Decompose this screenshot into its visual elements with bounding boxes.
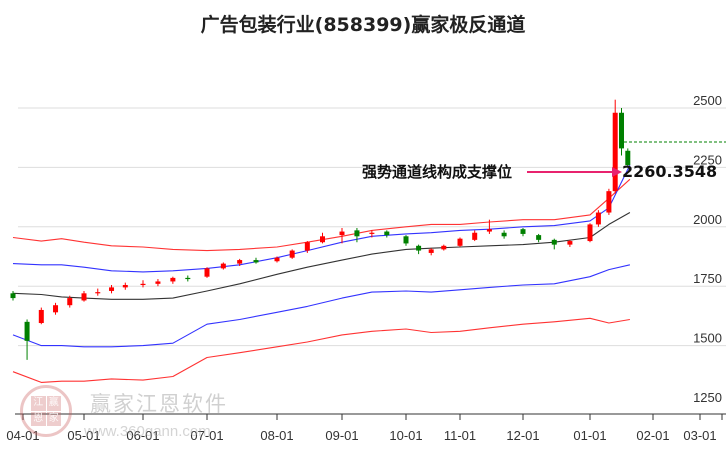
candle <box>24 321 30 341</box>
y-tick-label: 1750 <box>693 271 722 286</box>
candle <box>612 112 618 192</box>
candle <box>551 239 557 245</box>
candle <box>384 231 390 236</box>
x-tick-label: 10-01 <box>389 428 422 443</box>
candle <box>619 112 624 149</box>
candle <box>155 281 161 284</box>
y-axis: 2500 2250 2000 1750 1500 1250 <box>693 93 722 405</box>
candle <box>53 305 59 313</box>
watermark-logo-char: 江 <box>31 396 46 411</box>
channel-lines <box>12 164 631 383</box>
candle <box>501 232 507 237</box>
channel-line <box>12 264 631 348</box>
y-tick-label: 2500 <box>693 93 722 108</box>
candle <box>486 229 492 232</box>
candle <box>354 230 360 237</box>
watermark-logo-char: 赢 <box>46 396 61 411</box>
candle <box>304 242 310 251</box>
candle <box>403 236 409 244</box>
candle <box>416 245 422 251</box>
candle <box>109 287 115 291</box>
candle <box>95 292 101 294</box>
watermark-logo-char: 家 <box>46 411 61 426</box>
candle <box>567 241 573 245</box>
y-tick-label: 1250 <box>693 390 722 405</box>
candle <box>170 277 176 282</box>
x-tick-label: 11-01 <box>444 428 476 443</box>
candle <box>339 231 345 236</box>
candle <box>237 260 243 264</box>
candle <box>289 250 295 258</box>
candle <box>369 232 375 234</box>
annotation-text: 强势通道线构成支撑位 <box>362 163 513 181</box>
candle <box>606 191 612 213</box>
gridlines <box>18 107 726 347</box>
candle <box>625 150 631 166</box>
watermark-brand: 赢家江恩软件 <box>90 392 228 416</box>
watermark-url: www.360gann.com <box>84 423 211 440</box>
candles <box>10 99 631 360</box>
candle <box>472 232 478 240</box>
y-tick-label: 1500 <box>693 331 722 346</box>
channel-line <box>12 317 630 383</box>
candle <box>38 309 44 324</box>
x-tick-label: 12-01 <box>506 428 539 443</box>
candle <box>185 277 191 280</box>
candle <box>274 257 280 262</box>
candle <box>253 260 259 263</box>
watermark-logo: 江 赢 恩 家 <box>20 385 72 437</box>
candle <box>67 298 73 306</box>
candle <box>595 212 601 225</box>
x-tick-label: 09-01 <box>325 428 358 443</box>
channel-line <box>12 212 631 300</box>
x-tick-label: 02-01 <box>636 428 669 443</box>
candle <box>10 293 16 299</box>
candle <box>320 236 325 243</box>
y-tick-label: 2000 <box>693 212 722 227</box>
channel-line <box>12 164 631 273</box>
x-tick-label: 07-01 <box>190 428 223 443</box>
arrow-head-icon <box>612 167 622 177</box>
candle <box>122 285 128 288</box>
candle <box>204 268 210 277</box>
annotation-overlay <box>527 141 726 177</box>
watermark-logo-char: 恩 <box>31 411 46 426</box>
chart-title: 广告包装行业(858399)赢家极反通道 <box>200 14 526 36</box>
x-tick-label: 06-01 <box>126 428 159 443</box>
candle <box>140 283 146 286</box>
y-tick-label: 2250 <box>693 152 722 167</box>
candle <box>428 249 434 253</box>
candle <box>441 245 447 250</box>
x-tick-label: 03-01 <box>683 428 716 443</box>
x-tick-label: 05-01 <box>67 428 100 443</box>
candle <box>81 293 87 301</box>
candle <box>520 229 526 234</box>
x-tick-label: 08-01 <box>260 428 293 443</box>
candle <box>536 235 542 240</box>
candle <box>457 238 463 246</box>
x-tick-label: 01-01 <box>573 428 606 443</box>
candle <box>220 263 226 269</box>
candle <box>587 224 593 242</box>
annotation-price-label: 2260.3548 <box>622 162 718 181</box>
